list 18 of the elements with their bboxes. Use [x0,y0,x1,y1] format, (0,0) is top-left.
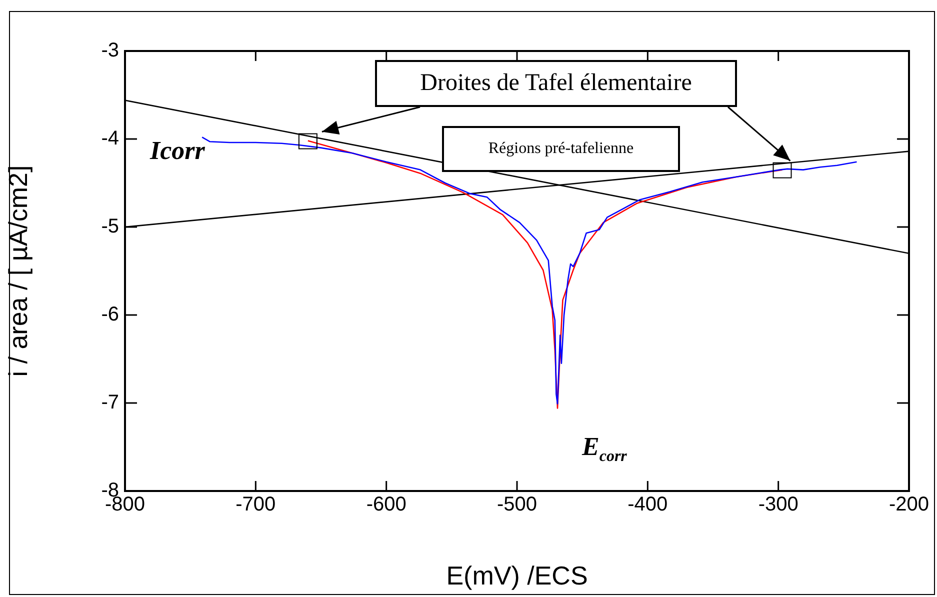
y-tick-label: -4 [101,128,119,150]
x-tick-label: -600 [366,494,406,516]
y-tick-label: -5 [101,216,119,238]
annotation: Droites de Tafel élementaire [420,70,692,97]
annotation: Régions pré-tafelienne [488,140,634,158]
y-tick-label: -7 [101,392,119,414]
text-box: Droites de Tafel élementaire [375,60,737,107]
annotation: E$_{corr}$ [582,432,627,466]
x-tick-label: -500 [496,494,538,516]
x-tick-label: -700 [236,494,276,516]
x-axis-title: E(mV) /ECS [446,560,588,591]
x-tick-label: -400 [628,494,668,516]
annotation: Icorr [150,136,205,165]
y-tick-label: -6 [101,304,119,326]
text-box: Régions pré-tafelienne [442,126,680,172]
x-tick-label: -300 [758,494,798,516]
y-tick-label: -3 [101,40,119,62]
x-tick-label: -200 [888,494,930,516]
